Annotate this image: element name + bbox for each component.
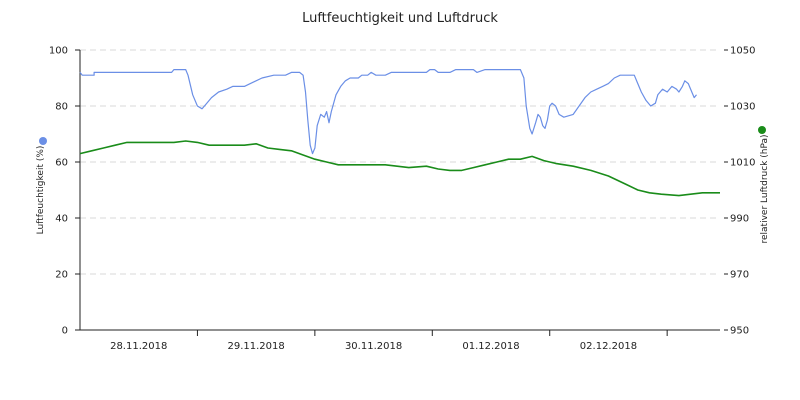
x-tick-label: 02.12.2018	[580, 341, 637, 352]
left-y-axis-label: Luftfeuchtigkeit (%)	[36, 146, 46, 235]
humidity-series-line	[79, 69, 697, 155]
left-y-tick-label: 100	[49, 46, 68, 57]
pressure-series-line	[79, 140, 720, 197]
right-y-ticks: 950 970 990 1010 1030 1050	[724, 46, 755, 337]
x-tick-label: 28.11.2018	[110, 341, 167, 352]
left-y-tick-label: 60	[55, 158, 68, 169]
left-y-tick-label: 0	[62, 326, 68, 337]
left-y-ticks: 0 20 40 60 80 100	[49, 46, 80, 337]
left-axis-legend-marker	[39, 137, 47, 145]
right-y-tick-label: 970	[730, 270, 749, 281]
right-y-tick-label: 950	[730, 326, 749, 337]
left-y-tick-label: 20	[55, 270, 68, 281]
x-tick-label: 30.11.2018	[345, 341, 402, 352]
right-axis-legend-marker	[758, 126, 766, 134]
x-tick-label: 01.12.2018	[462, 341, 519, 352]
right-y-axis-label: relativer Luftdruck (hPa)	[760, 134, 770, 243]
right-y-tick-label: 1030	[730, 102, 755, 113]
right-y-tick-label: 1010	[730, 158, 755, 169]
grid-layer	[80, 49, 720, 275]
left-y-tick-label: 40	[55, 214, 68, 225]
axis-layer	[79, 50, 720, 331]
right-y-tick-label: 1050	[730, 46, 755, 57]
series-layer	[79, 69, 720, 197]
x-tick-label: 29.11.2018	[228, 341, 285, 352]
left-y-tick-label: 80	[55, 102, 68, 113]
chart-title: Luftfeuchtigkeit und Luftdruck	[302, 11, 498, 26]
x-ticks: 28.11.2018 29.11.2018 30.11.2018 01.12.2018…	[110, 330, 668, 352]
right-y-tick-label: 990	[730, 214, 749, 225]
